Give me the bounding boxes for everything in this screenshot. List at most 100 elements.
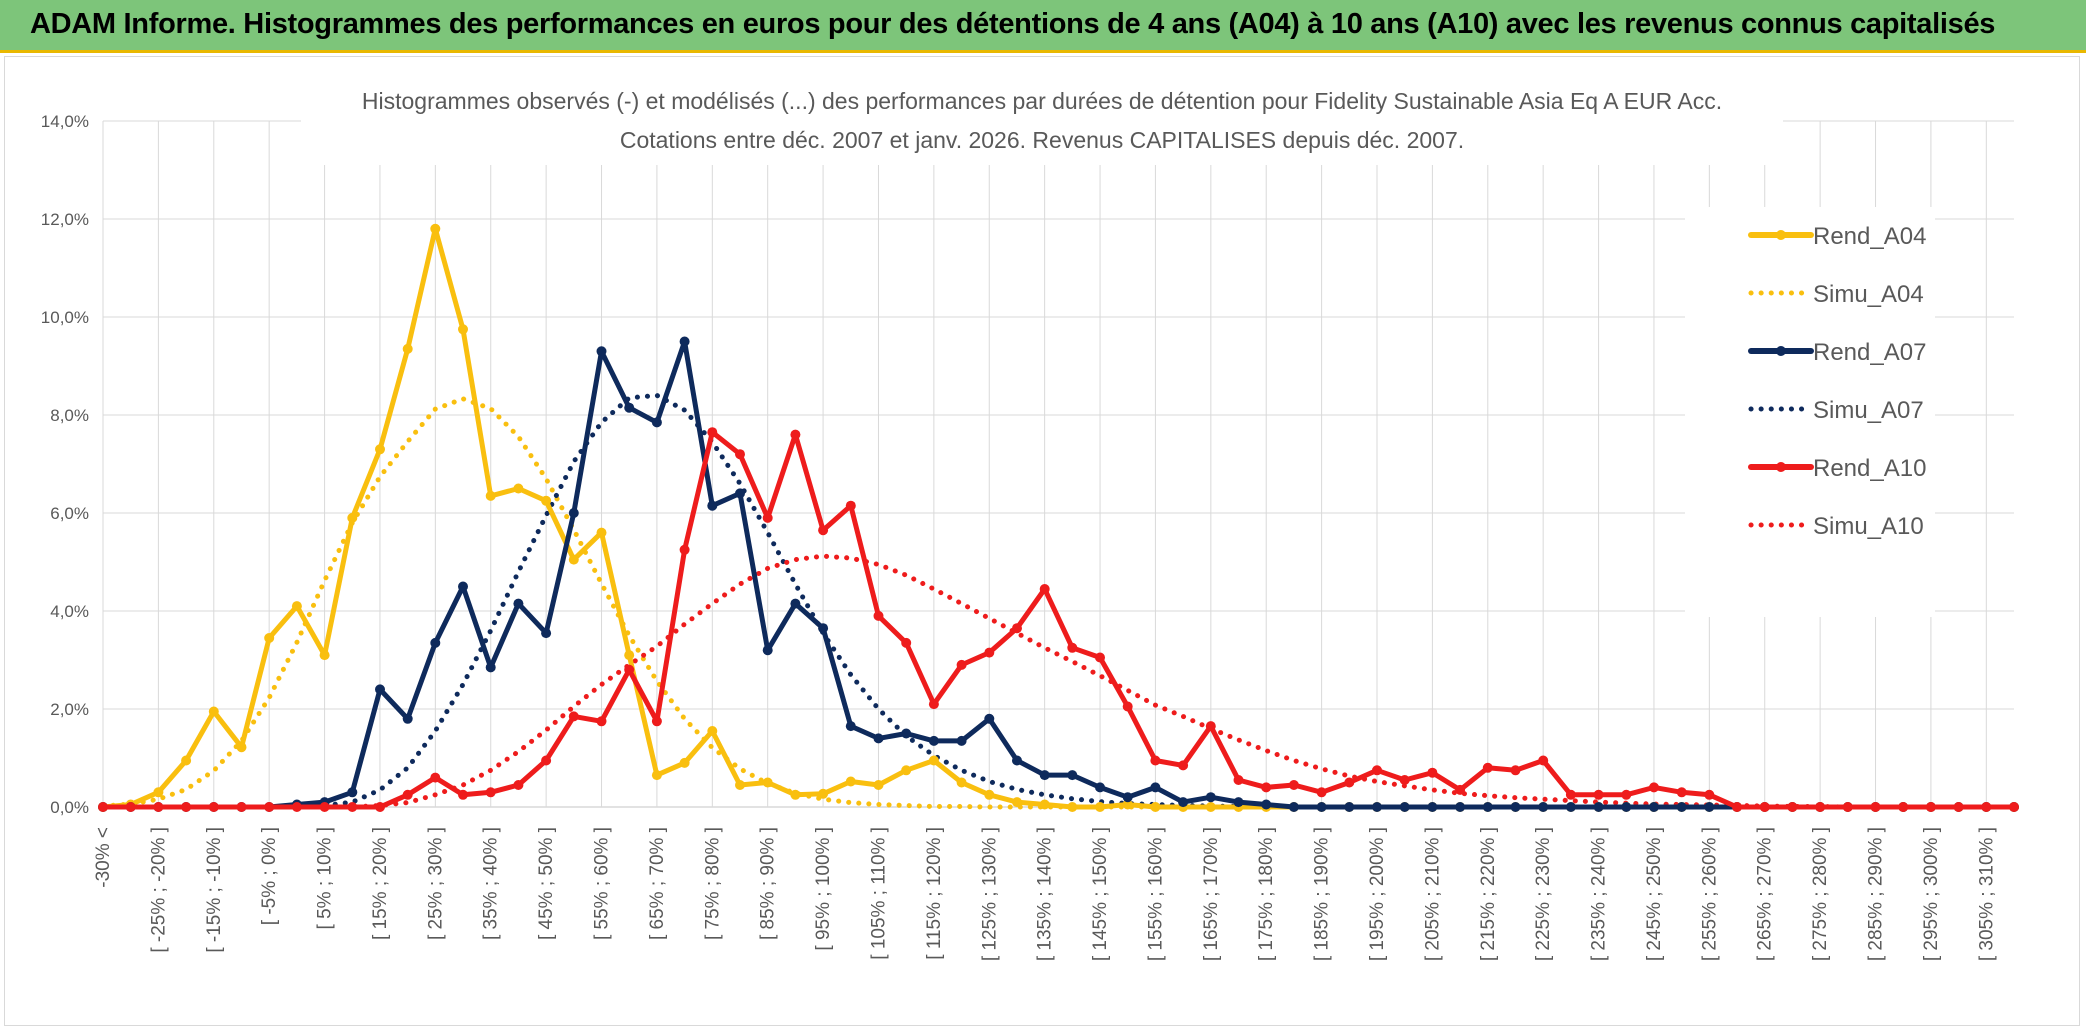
data-point-rend_a10: [1233, 775, 1244, 785]
x-tick-label: [ -5% ; 0% ]: [259, 827, 280, 925]
data-point-rend_a10: [264, 802, 275, 812]
data-point-rend_a04: [1205, 802, 1216, 812]
data-point-rend_a10: [1787, 802, 1798, 812]
x-tick-label: [ 95% ; 100% ]: [813, 827, 834, 951]
data-point-rend_a07: [624, 402, 635, 413]
data-point-rend_a04: [208, 706, 219, 717]
data-point-rend_a10: [1981, 802, 1992, 812]
data-point-rend_a07: [818, 623, 829, 634]
data-point-rend_a10: [624, 664, 635, 675]
data-point-rend_a10: [873, 610, 884, 621]
data-point-rend_a04: [984, 789, 995, 800]
chart-title-line-2: Cotations entre déc. 2007 et janv. 2026.…: [620, 127, 1464, 153]
data-point-rend_a10: [762, 512, 773, 523]
x-tick-label: [ 25% ; 30% ]: [425, 827, 446, 940]
x-tick-label: [ 195% ; 200% ]: [1367, 827, 1388, 961]
data-point-rend_a07: [1122, 792, 1133, 803]
data-point-rend_a07: [1067, 770, 1078, 781]
data-point-rend_a10: [1621, 789, 1632, 800]
data-point-rend_a10: [1205, 721, 1216, 732]
data-point-rend_a10: [1039, 584, 1050, 594]
data-point-rend_a07: [845, 721, 856, 732]
x-tick-label: [ 285% ; 290% ]: [1866, 827, 1887, 961]
data-point-rend_a07: [1538, 802, 1549, 812]
data-point-rend_a10: [1953, 802, 1964, 812]
data-point-rend_a04: [1067, 802, 1078, 812]
x-tick-label: [ 175% ; 180% ]: [1256, 827, 1277, 961]
data-point-rend_a04: [541, 495, 552, 506]
data-point-rend_a10: [901, 637, 912, 648]
data-point-rend_a10: [1898, 802, 1909, 812]
data-point-rend_a10: [956, 659, 967, 670]
data-point-rend_a10: [1649, 782, 1659, 793]
data-point-rend_a10: [375, 802, 385, 812]
legend-label-simu_a07: Simu_A07: [1813, 397, 1924, 424]
data-point-rend_a10: [1704, 789, 1715, 800]
data-point-rend_a10: [319, 802, 330, 812]
data-point-rend_a10: [485, 787, 496, 798]
x-tick-label: [ -25% ; -20% ]: [148, 827, 169, 953]
data-point-rend_a07: [956, 735, 967, 746]
legend-marker-rend_a07: [1776, 346, 1786, 356]
x-tick-label: [ 235% ; 240% ]: [1589, 827, 1610, 961]
x-tick-label: [ 165% ; 170% ]: [1201, 827, 1222, 961]
x-tick-label: -30% <: [93, 827, 114, 888]
report-banner: ADAM Informe. Histogrammes des performan…: [0, 0, 2086, 53]
data-point-rend_a07: [1344, 802, 1355, 812]
data-point-rend_a10: [1538, 755, 1549, 766]
x-tick-label: [ 75% ; 80% ]: [702, 827, 723, 940]
legend-label-simu_a04: Simu_A04: [1813, 281, 1924, 308]
x-tick-label: [ 215% ; 220% ]: [1478, 827, 1499, 961]
data-point-rend_a07: [568, 508, 579, 518]
data-point-rend_a10: [1012, 623, 1022, 634]
chart-frame: 0,0% 2,0% 4,0% 6,0% 8,0% 10,0% 12,0% 14,0% -30%…: [4, 56, 2080, 1026]
chart-canvas: 0,0% 2,0% 4,0% 6,0% 8,0% 10,0% 12,0% 14,0% -30%…: [41, 77, 2019, 961]
data-point-rend_a10: [513, 780, 524, 790]
legend: Rend_A04 Simu_A04 Rend_A07 Simu_A07 Rend_A10…: [1685, 207, 1935, 617]
data-point-rend_a10: [153, 802, 164, 812]
data-point-rend_a10: [790, 429, 801, 440]
data-point-rend_a07: [1288, 802, 1299, 812]
data-point-rend_a07: [984, 713, 995, 724]
data-point-rend_a07: [1316, 802, 1327, 812]
x-tick-label: [ 255% ; 260% ]: [1699, 827, 1720, 961]
data-point-rend_a04: [679, 757, 690, 768]
data-point-rend_a10: [1870, 802, 1881, 812]
data-point-rend_a07: [1012, 755, 1022, 766]
x-tick-label: [ 155% ; 160% ]: [1145, 827, 1166, 961]
data-point-rend_a07: [1649, 802, 1659, 812]
data-point-rend_a04: [596, 527, 607, 538]
data-point-rend_a04: [513, 483, 524, 494]
data-point-rend_a10: [208, 802, 219, 812]
x-tick-label: [ 55% ; 60% ]: [592, 827, 613, 940]
data-point-rend_a10: [928, 699, 939, 710]
y-tick-label: 12,0%: [41, 210, 89, 229]
data-point-rend_a04: [845, 776, 856, 787]
data-point-rend_a10: [1676, 787, 1687, 798]
data-point-rend_a10: [1288, 780, 1299, 790]
data-point-rend_a04: [568, 554, 579, 565]
data-point-rend_a04: [347, 512, 358, 523]
data-point-rend_a10: [2009, 802, 2019, 812]
x-tick-label: [ 145% ; 150% ]: [1090, 827, 1111, 961]
x-tick-label: [ 5% ; 10% ]: [315, 827, 336, 929]
data-point-rend_a04: [624, 650, 635, 661]
data-point-rend_a07: [928, 735, 939, 746]
data-point-rend_a07: [1233, 797, 1244, 808]
data-point-rend_a10: [1316, 787, 1327, 798]
data-point-rend_a07: [347, 787, 358, 798]
data-point-rend_a07: [430, 637, 441, 648]
data-point-rend_a04: [402, 343, 413, 354]
data-point-rend_a07: [1676, 802, 1687, 812]
data-point-rend_a07: [735, 488, 745, 499]
x-tick-label: [ 65% ; 70% ]: [647, 827, 668, 940]
report-title: ADAM Informe. Histogrammes des performan…: [30, 8, 1996, 40]
data-point-rend_a10: [458, 789, 468, 800]
data-point-rend_a07: [1372, 802, 1382, 812]
data-point-rend_a10: [1455, 784, 1466, 795]
data-point-rend_a07: [1704, 802, 1715, 812]
data-point-rend_a04: [873, 780, 884, 790]
data-point-rend_a10: [98, 802, 108, 812]
data-point-rend_a10: [1565, 789, 1576, 800]
legend-label-rend_a04: Rend_A04: [1813, 223, 1926, 250]
